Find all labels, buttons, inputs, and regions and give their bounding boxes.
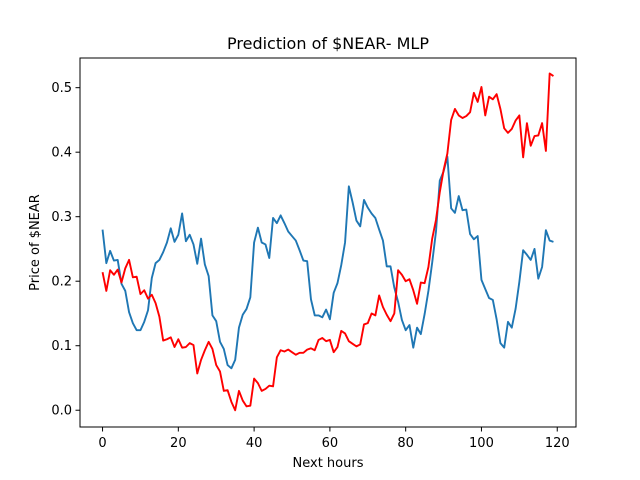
y-tick-label: 0.2 xyxy=(51,275,72,290)
x-tick-label: 60 xyxy=(322,436,339,451)
y-axis-ticks: 0.0 0.1 0.2 0.3 0.4 0.5 xyxy=(51,81,80,419)
x-tick-label: 40 xyxy=(246,436,263,451)
series-line-1 xyxy=(101,155,554,370)
x-tick-label: 0 xyxy=(98,436,106,451)
x-axis-ticks: 0 20 40 60 80 100 120 xyxy=(98,427,570,451)
y-tick-label: 0.1 xyxy=(51,339,72,354)
y-tick-label: 0.3 xyxy=(51,210,72,225)
series-line-2 xyxy=(101,72,554,412)
x-axis-title: Next hours xyxy=(293,456,364,471)
x-tick-label: 100 xyxy=(469,436,494,451)
y-tick-label: 0.4 xyxy=(51,146,72,161)
x-tick-label: 20 xyxy=(170,436,187,451)
plot-lines xyxy=(101,72,554,412)
y-tick-label: 0.5 xyxy=(51,81,72,96)
axes-frame xyxy=(79,57,577,428)
y-axis-title: Price of $NEAR xyxy=(28,194,43,291)
x-tick-label: 80 xyxy=(397,436,414,451)
y-tick-label: 0.0 xyxy=(51,404,72,419)
chart-title: Prediction of $NEAR- MLP xyxy=(227,34,429,53)
x-tick-label: 120 xyxy=(545,436,570,451)
